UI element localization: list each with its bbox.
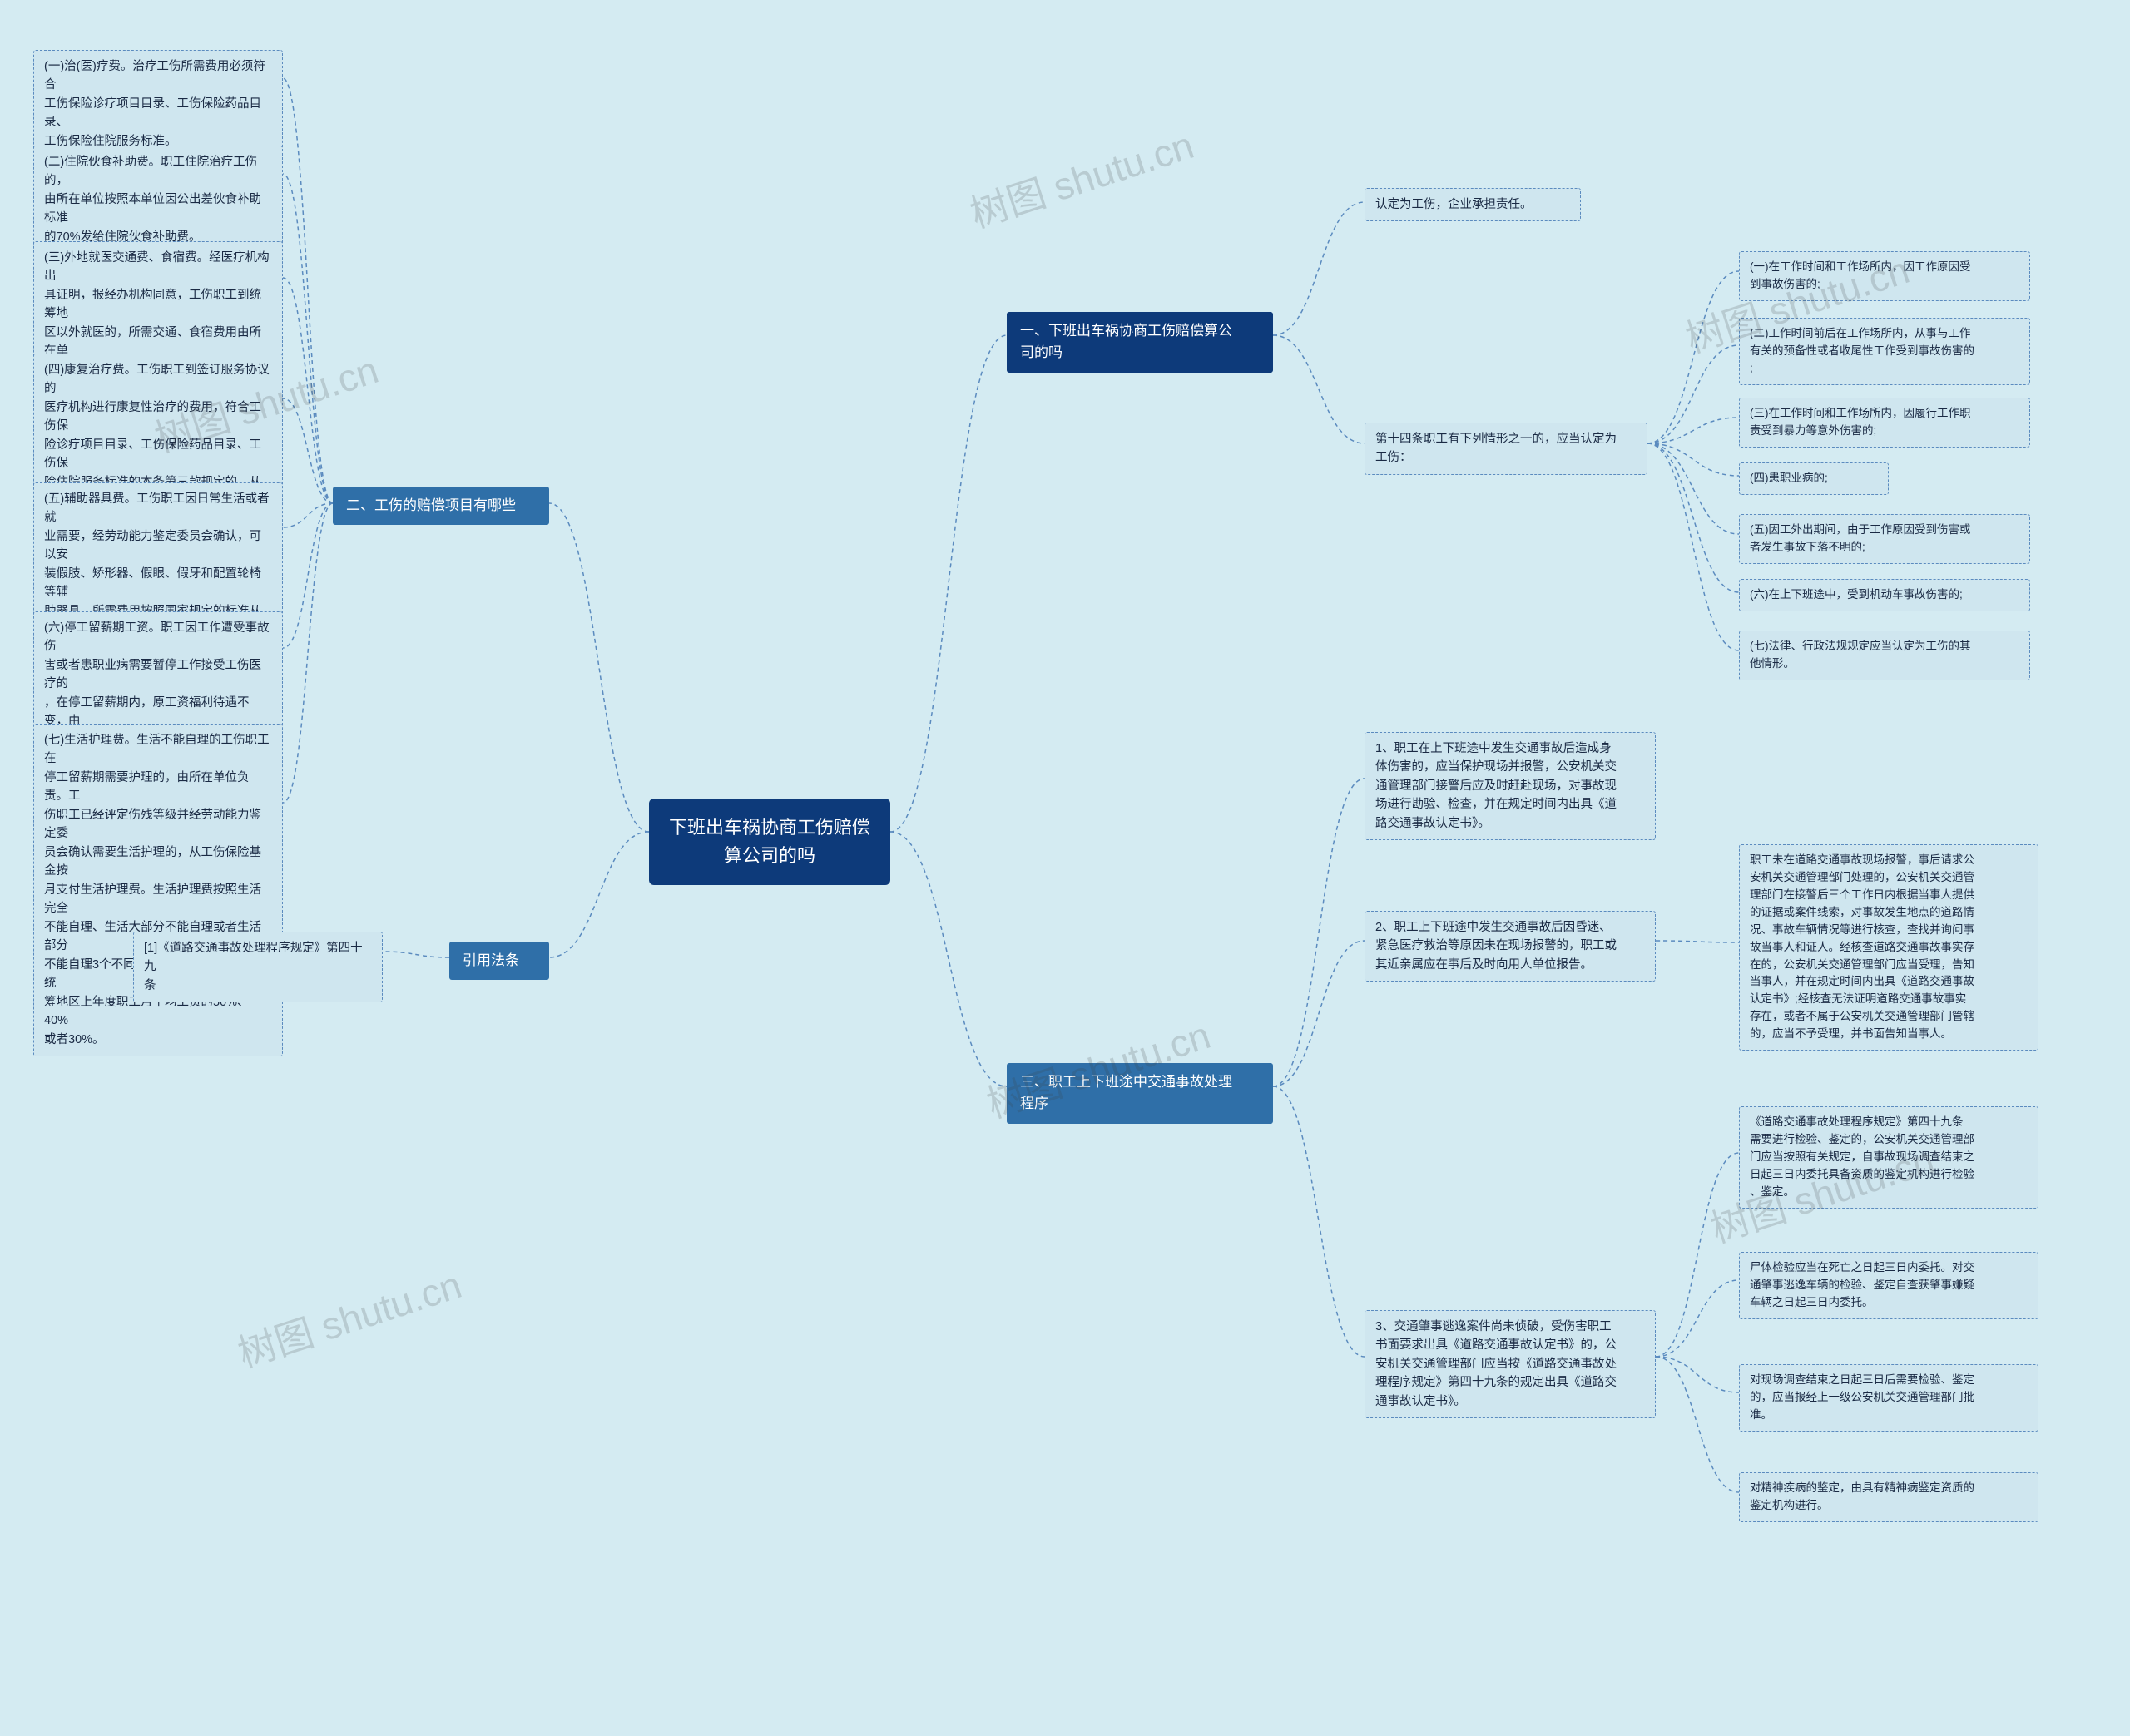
- leaf-b1s2c: (三)在工作时间和工作场所内，因履行工作职责受到暴力等意外伤害的;: [1739, 398, 2030, 448]
- leaf-b3s2a: 职工未在道路交通事故现场报警，事后请求公安机关交通管理部门处理的，公安机关交通管…: [1739, 844, 2038, 1051]
- center-topic: 下班出车祸协商工伤赔偿算公司的吗: [649, 799, 890, 885]
- leaf-b3s3c: 对现场调查结束之日起三日后需要检验、鉴定的，应当报经上一级公安机关交通管理部门批…: [1739, 1364, 2038, 1432]
- leaf-b1s2f: (六)在上下班途中，受到机动车事故伤害的;: [1739, 579, 2030, 611]
- sub-b3s3: 3、交通肇事逃逸案件尚未侦破，受伤害职工书面要求出具《道路交通事故认定书》的，公…: [1365, 1310, 1656, 1418]
- sub-b3s2: 2、职工上下班途中发生交通事故后因昏迷、紧急医疗救治等原因未在现场报警的，职工或…: [1365, 911, 1656, 982]
- leaf-b1s2b: (二)工作时间前后在工作场所内，从事与工作有关的预备性或者收尾性工作受到事故伤害…: [1739, 318, 2030, 385]
- branch-b2: 二、工伤的赔偿项目有哪些: [333, 487, 549, 525]
- sub-b3s1: 1、职工在上下班途中发生交通事故后造成身体伤害的，应当保护现场并报警，公安机关交…: [1365, 732, 1656, 840]
- leaf-b3s3a: 《道路交通事故处理程序规定》第四十九条需要进行检验、鉴定的，公安机关交通管理部门…: [1739, 1106, 2038, 1209]
- sub-b1s2: 第十四条职工有下列情形之一的，应当认定为工伤：: [1365, 423, 1647, 475]
- sub-b2s1: (一)治(医)疗费。治疗工伤所需费用必须符合工伤保险诊疗项目目录、工伤保险药品目…: [33, 50, 283, 158]
- branch-b4: 引用法条: [449, 942, 549, 980]
- sub-b4s1: [1]《道路交通事故处理程序规定》第四十九条: [133, 932, 383, 1002]
- watermark: 树图 shutu.cn: [963, 116, 1200, 240]
- leaf-b3s3b: 尸体检验应当在死亡之日起三日内委托。对交通肇事逃逸车辆的检验、鉴定自查获肇事嫌疑…: [1739, 1252, 2038, 1319]
- branch-b3: 三、职工上下班途中交通事故处理程序: [1007, 1063, 1273, 1124]
- leaf-b3s3d: 对精神疾病的鉴定，由具有精神病鉴定资质的鉴定机构进行。: [1739, 1472, 2038, 1522]
- branch-b1: 一、下班出车祸协商工伤赔偿算公司的吗: [1007, 312, 1273, 373]
- leaf-b1s2d: (四)患职业病的;: [1739, 462, 1889, 495]
- watermark: 树图 shutu.cn: [230, 1255, 468, 1379]
- sub-b1s1: 认定为工伤，企业承担责任。: [1365, 188, 1581, 221]
- sub-b2s7: (七)生活护理费。生活不能自理的工伤职工在停工留薪期需要护理的，由所在单位负责。…: [33, 724, 283, 1056]
- leaf-b1s2g: (七)法律、行政法规规定应当认定为工伤的其他情形。: [1739, 631, 2030, 680]
- leaf-b1s2e: (五)因工外出期间，由于工作原因受到伤害或者发生事故下落不明的;: [1739, 514, 2030, 564]
- sub-b2s2: (二)住院伙食补助费。职工住院治疗工伤的，由所在单位按照本单位因公出差伙食补助标…: [33, 146, 283, 254]
- leaf-b1s2a: (一)在工作时间和工作场所内，因工作原因受到事故伤害的;: [1739, 251, 2030, 301]
